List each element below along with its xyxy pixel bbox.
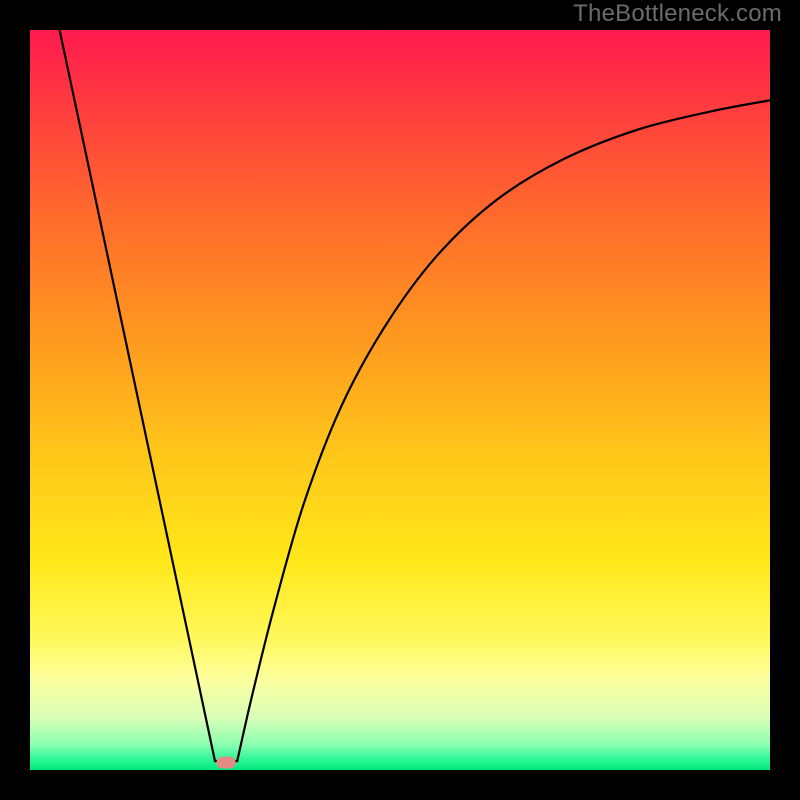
watermark-text: TheBottleneck.com bbox=[573, 0, 782, 28]
chart-container: TheBottleneck.com bbox=[0, 0, 800, 800]
plot-frame bbox=[0, 0, 800, 800]
